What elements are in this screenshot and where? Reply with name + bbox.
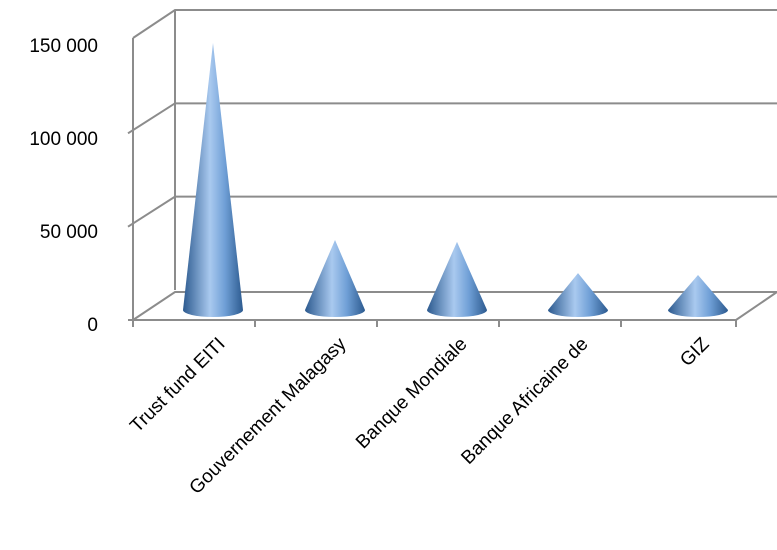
back-wall-edge xyxy=(132,9,777,39)
x-category-label: Banque Africaine de xyxy=(457,334,592,469)
cone-bar xyxy=(305,240,365,317)
cone-bar xyxy=(668,275,728,317)
cone-body xyxy=(427,241,487,317)
y-tick-label: 100 000 xyxy=(29,129,98,150)
cone-body xyxy=(183,43,243,317)
y-tick-label: 150 000 xyxy=(29,36,98,57)
cone-bar xyxy=(427,241,487,317)
cone-series xyxy=(183,43,728,317)
gridlines xyxy=(127,102,777,228)
y-axis-ticks: 150 000 100 000 50 000 0 xyxy=(29,36,98,336)
gridline xyxy=(127,102,777,135)
cone-bar xyxy=(183,43,243,317)
x-axis-labels: Trust fund EITI Gouvernement Malagasy Ba… xyxy=(126,333,713,498)
y-tick-label: 0 xyxy=(87,315,98,336)
cone-bar xyxy=(548,273,608,317)
cone-body xyxy=(668,275,728,317)
cone-body xyxy=(548,273,608,317)
y-tick-label: 50 000 xyxy=(40,222,98,243)
cone-body xyxy=(305,240,365,317)
x-category-label: Trust fund EITI xyxy=(126,334,229,437)
x-category-label: Banque Mondiale xyxy=(352,334,471,453)
x-category-label: GIZ xyxy=(676,333,714,371)
chart-walls xyxy=(132,9,777,320)
gridline xyxy=(127,195,777,228)
